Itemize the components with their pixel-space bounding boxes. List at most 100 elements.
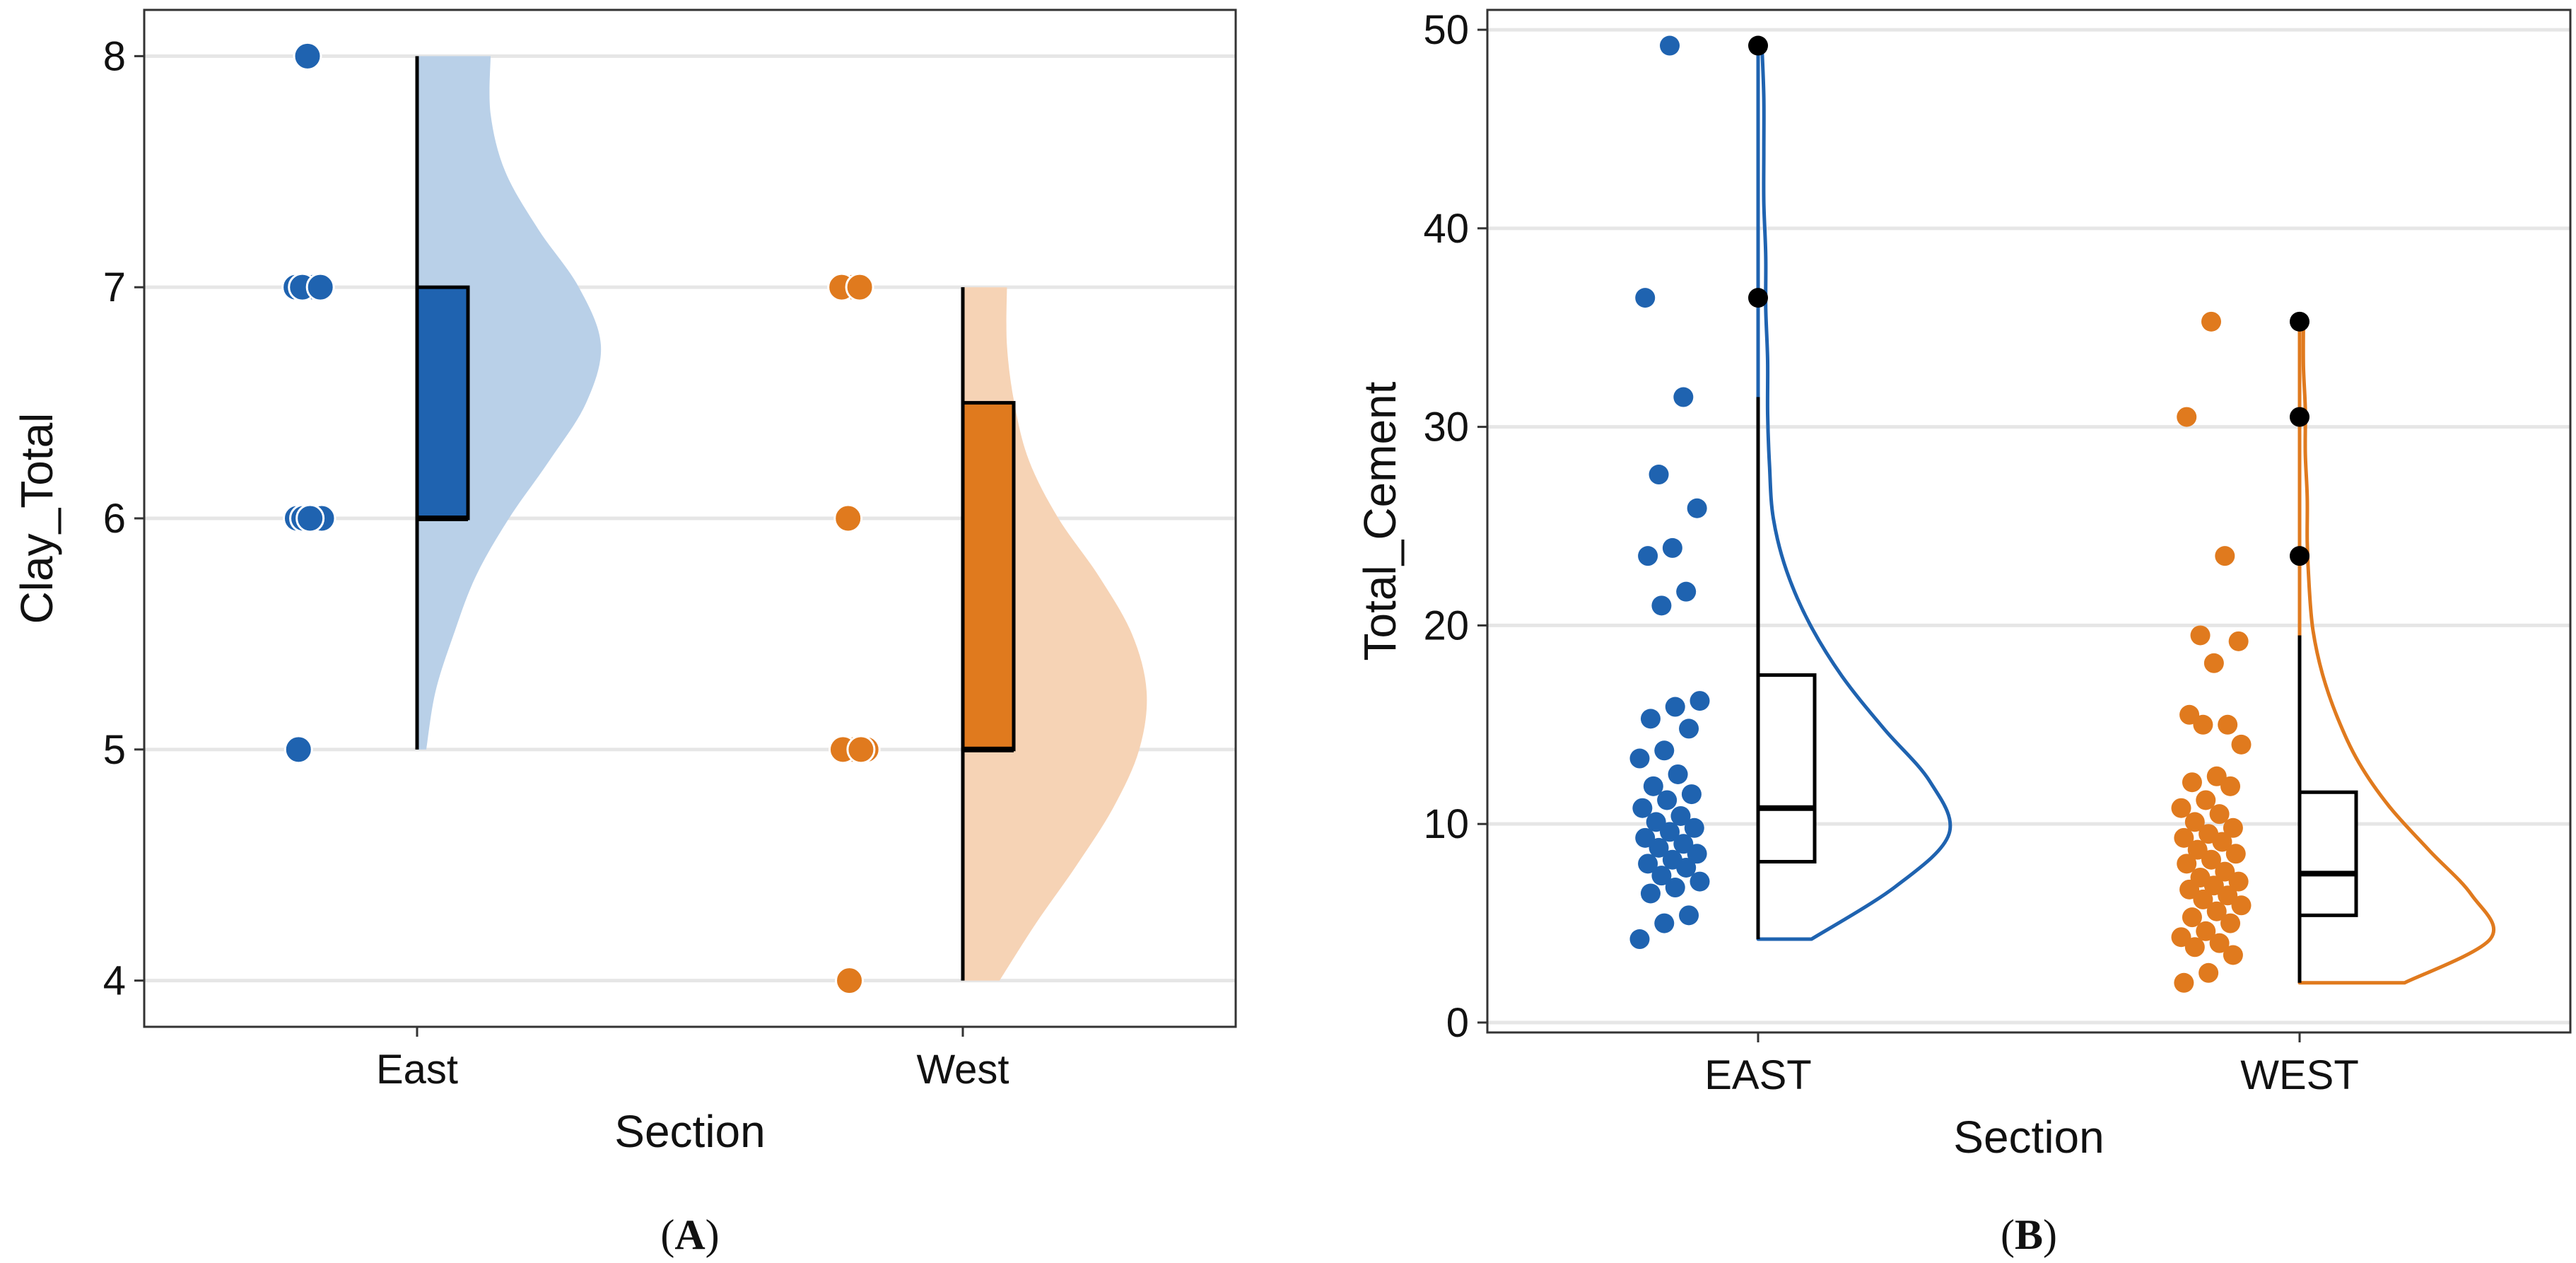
data-point-west — [2177, 854, 2197, 874]
panel-a-label: (A) — [660, 1211, 719, 1258]
data-point-west — [2196, 921, 2216, 941]
data-point-west — [2174, 972, 2194, 993]
data-point-east — [1676, 857, 1697, 878]
data-point-west — [846, 735, 876, 764]
data-point-west — [2206, 766, 2227, 786]
data-point-west — [2193, 714, 2213, 735]
data-point-east — [1660, 822, 1680, 842]
data-point-east — [1690, 691, 1710, 711]
data-point-west — [835, 966, 865, 996]
data-point-west — [2220, 913, 2241, 933]
panel-a-marks — [281, 41, 1147, 996]
data-point-east — [293, 41, 322, 71]
data-point-west — [2190, 625, 2211, 646]
outlier-point-east — [1748, 35, 1768, 56]
y-tick-label: 50 — [1423, 7, 1469, 53]
data-point-west — [2218, 714, 2238, 735]
data-point-east — [1654, 740, 1675, 761]
data-point-east — [1676, 581, 1697, 602]
y-tick-label: 30 — [1423, 404, 1469, 450]
data-point-east — [1643, 776, 1663, 796]
data-point-west — [2171, 798, 2191, 818]
data-point-east — [1687, 844, 1707, 864]
data-point-east — [1681, 784, 1702, 805]
panel-a-letter: A — [674, 1211, 705, 1258]
panel-a-axes: 4 5 6 7 8 East West — [103, 33, 1009, 1093]
outlier-point-west — [2290, 546, 2309, 566]
data-point-west — [2199, 962, 2219, 983]
panel-b-y-axis-title: Total_Cement — [1354, 381, 1405, 660]
panel-b-marks — [1629, 35, 2496, 993]
data-point-east — [1649, 837, 1669, 858]
data-point-east — [1638, 546, 1658, 566]
panel-b-frame — [1486, 8, 2572, 1034]
data-point-east — [1679, 718, 1699, 739]
panel-b-letter: B — [2015, 1211, 2043, 1258]
y-tick-label: 4 — [103, 958, 126, 1004]
x-tick-label-east: East — [376, 1047, 458, 1093]
data-point-east — [1632, 798, 1653, 818]
x-tick-label-west: West — [916, 1047, 1009, 1093]
data-point-west — [2203, 653, 2224, 673]
data-point-west — [2212, 832, 2232, 852]
data-point-west — [833, 504, 863, 533]
data-point-west — [2223, 817, 2243, 838]
panel-a-chart: 4 5 6 7 8 East West Section Clay_Total (A) — [11, 8, 1237, 1258]
box-west — [2297, 790, 2358, 917]
panel-a-y-axis-title: Clay_Total — [11, 413, 62, 624]
data-point-east — [1665, 878, 1685, 898]
x-tick-label-west: WEST — [2240, 1052, 2359, 1098]
data-point-west — [2184, 937, 2205, 958]
data-point-east — [1660, 35, 1680, 56]
panel-b-x-axis-title: Section — [1953, 1112, 2104, 1163]
data-point-west — [2215, 546, 2235, 566]
data-point-west — [2209, 933, 2230, 953]
y-tick-label: 6 — [103, 496, 126, 542]
data-point-east — [1673, 834, 1694, 854]
data-point-east — [1662, 537, 1682, 558]
data-point-east — [1657, 790, 1678, 810]
outlier-point-west — [2290, 407, 2309, 427]
data-point-west — [2187, 839, 2208, 860]
data-point-east — [1668, 764, 1688, 784]
data-point-east — [1651, 595, 1672, 616]
data-point-east — [1687, 498, 1707, 518]
data-point-west — [2209, 804, 2230, 825]
panel-b-chart: 0 10 20 30 40 50 EAST WEST Section Total_Cement… — [1354, 7, 2572, 1258]
y-tick-label: 20 — [1423, 603, 1469, 648]
panel-b-axes: 0 10 20 30 40 50 EAST WEST — [1423, 7, 2358, 1098]
data-point-west — [2225, 844, 2246, 864]
data-point-east — [1665, 697, 1685, 717]
data-point-east — [1690, 871, 1710, 892]
data-point-west — [2203, 875, 2224, 896]
data-point-west — [2174, 827, 2194, 848]
data-point-east — [1646, 812, 1666, 832]
data-point-west — [2201, 311, 2221, 332]
data-point-east — [1638, 854, 1658, 874]
data-point-east — [1654, 913, 1675, 933]
data-point-west — [2223, 945, 2243, 965]
data-point-east — [1670, 805, 1691, 826]
x-tick-label-east: EAST — [1704, 1052, 1812, 1098]
data-point-west — [2179, 879, 2200, 900]
panel-a-x-axis-title: Section — [614, 1106, 765, 1157]
data-point-east — [1629, 748, 1650, 769]
data-point-west — [2206, 901, 2227, 921]
data-point-west — [2182, 907, 2202, 928]
data-point-east — [1651, 866, 1672, 886]
data-point-east — [295, 504, 325, 533]
data-point-west — [2218, 885, 2238, 906]
y-tick-label: 8 — [103, 33, 126, 79]
data-point-west — [2193, 889, 2213, 909]
data-point-east — [1640, 883, 1661, 904]
panel-b-plot-background — [1487, 10, 2570, 1032]
y-tick-label: 5 — [103, 727, 126, 773]
data-point-west — [2231, 895, 2252, 916]
panel-b-gridlines — [1487, 28, 2570, 1025]
outlier-point-west — [2290, 311, 2309, 332]
data-point-west — [2184, 812, 2205, 832]
data-point-east — [1679, 905, 1699, 926]
density-cloud-west — [2297, 320, 2496, 985]
data-point-east — [1640, 709, 1661, 729]
